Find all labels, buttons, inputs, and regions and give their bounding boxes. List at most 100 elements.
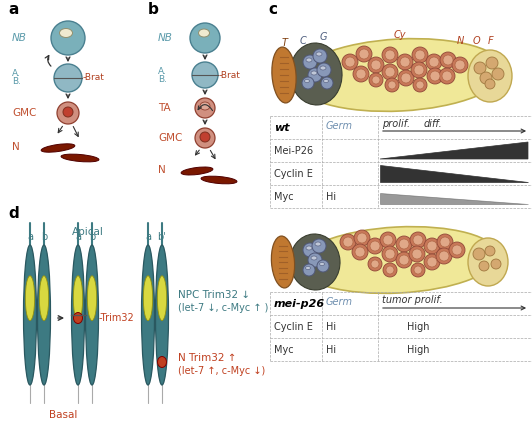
- Text: G: G: [319, 32, 327, 42]
- Ellipse shape: [316, 52, 322, 56]
- Text: T: T: [282, 38, 288, 48]
- Text: -Brat: -Brat: [219, 70, 241, 80]
- Text: b: b: [89, 232, 95, 242]
- Circle shape: [396, 236, 412, 252]
- Circle shape: [492, 68, 504, 80]
- Circle shape: [414, 266, 422, 274]
- Text: (let-7 ↓, c-Myc ↑ ): (let-7 ↓, c-Myc ↑ ): [178, 303, 268, 313]
- Text: A.: A.: [12, 69, 21, 78]
- Circle shape: [385, 78, 399, 92]
- Text: TA: TA: [158, 103, 171, 113]
- Circle shape: [485, 79, 495, 89]
- Circle shape: [356, 69, 366, 79]
- Circle shape: [413, 78, 427, 92]
- Circle shape: [399, 255, 409, 265]
- Circle shape: [411, 62, 427, 78]
- Circle shape: [443, 55, 453, 65]
- Polygon shape: [380, 142, 528, 159]
- Circle shape: [437, 234, 453, 250]
- Circle shape: [452, 57, 468, 73]
- Circle shape: [455, 60, 465, 70]
- Circle shape: [474, 62, 486, 74]
- Ellipse shape: [155, 245, 169, 385]
- Polygon shape: [380, 193, 528, 204]
- Text: b: b: [41, 232, 47, 242]
- Text: N Trim32 ↑: N Trim32 ↑: [178, 353, 237, 363]
- Ellipse shape: [181, 167, 213, 175]
- Ellipse shape: [311, 256, 317, 260]
- Text: diff.: diff.: [424, 119, 443, 129]
- Circle shape: [440, 237, 450, 247]
- Ellipse shape: [468, 238, 508, 286]
- Circle shape: [195, 128, 215, 148]
- Circle shape: [354, 230, 370, 246]
- Ellipse shape: [157, 276, 167, 321]
- Ellipse shape: [142, 245, 154, 385]
- Circle shape: [352, 244, 368, 260]
- Circle shape: [371, 60, 381, 70]
- Circle shape: [367, 238, 383, 254]
- Text: Cy: Cy: [394, 30, 406, 40]
- Text: NB: NB: [12, 33, 27, 43]
- Circle shape: [480, 72, 492, 84]
- Text: N: N: [456, 36, 463, 46]
- Ellipse shape: [71, 245, 85, 385]
- Ellipse shape: [143, 276, 153, 321]
- Circle shape: [63, 107, 73, 117]
- Circle shape: [385, 249, 395, 259]
- Ellipse shape: [323, 80, 328, 83]
- Circle shape: [368, 257, 382, 271]
- Ellipse shape: [295, 39, 505, 111]
- Ellipse shape: [87, 276, 97, 321]
- Circle shape: [397, 54, 413, 70]
- Circle shape: [313, 49, 327, 63]
- Ellipse shape: [73, 313, 82, 323]
- Circle shape: [388, 81, 396, 89]
- Circle shape: [383, 235, 393, 245]
- Circle shape: [426, 54, 442, 70]
- Text: Germ: Germ: [326, 121, 353, 131]
- Circle shape: [413, 235, 423, 245]
- Circle shape: [440, 52, 456, 68]
- Circle shape: [486, 57, 498, 69]
- Circle shape: [340, 234, 356, 250]
- Circle shape: [57, 102, 79, 124]
- Circle shape: [345, 57, 355, 67]
- Circle shape: [427, 68, 443, 84]
- Text: A.: A.: [158, 66, 167, 75]
- Text: High: High: [407, 322, 429, 332]
- Circle shape: [414, 65, 424, 75]
- Text: c: c: [268, 2, 277, 17]
- Circle shape: [427, 257, 437, 267]
- Text: prolif.: prolif.: [382, 119, 410, 129]
- Circle shape: [380, 232, 396, 248]
- Text: a: a: [145, 232, 151, 242]
- Circle shape: [370, 241, 380, 251]
- Circle shape: [303, 264, 315, 276]
- Circle shape: [356, 46, 372, 62]
- Text: Myc: Myc: [274, 345, 294, 355]
- Text: Germ: Germ: [326, 297, 353, 307]
- Ellipse shape: [298, 227, 498, 294]
- Ellipse shape: [201, 176, 237, 184]
- Circle shape: [473, 248, 485, 260]
- Circle shape: [416, 81, 424, 89]
- Text: Basal: Basal: [49, 410, 77, 420]
- Text: wt: wt: [274, 123, 289, 133]
- Ellipse shape: [272, 47, 296, 103]
- Ellipse shape: [61, 154, 99, 162]
- Circle shape: [371, 260, 379, 268]
- Text: B.: B.: [12, 78, 21, 86]
- Ellipse shape: [198, 29, 210, 37]
- Circle shape: [382, 47, 398, 63]
- Ellipse shape: [60, 29, 72, 37]
- Circle shape: [195, 98, 215, 118]
- Text: GMC: GMC: [158, 133, 182, 143]
- Text: Myc: Myc: [274, 192, 294, 202]
- Circle shape: [399, 239, 409, 249]
- Circle shape: [436, 248, 452, 264]
- Text: a: a: [75, 232, 81, 242]
- Text: GMC: GMC: [12, 108, 36, 118]
- Circle shape: [372, 76, 380, 84]
- Circle shape: [449, 242, 465, 258]
